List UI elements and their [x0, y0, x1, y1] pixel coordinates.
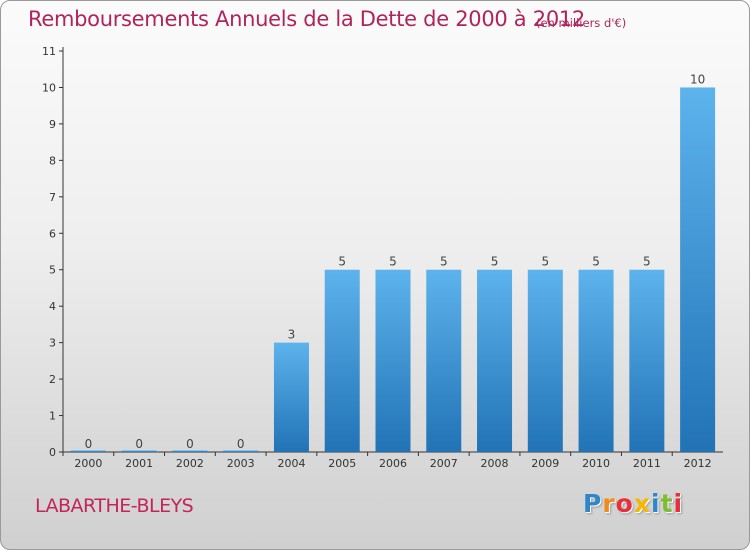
y-tick-label: 3: [49, 337, 56, 350]
bar: [426, 269, 462, 452]
x-tick-label: 2001: [125, 457, 153, 470]
x-tick-label: 2007: [430, 457, 458, 470]
bar: [629, 269, 665, 452]
logo-letter: i: [673, 489, 684, 518]
y-tick-label: 11: [42, 45, 56, 58]
bar: [375, 269, 411, 452]
data-label: 5: [643, 255, 651, 269]
bar: [223, 450, 259, 452]
commune-name: LABARTHE-BLEYS: [35, 495, 194, 517]
y-tick-label: 6: [49, 227, 56, 240]
bars: [70, 87, 716, 453]
x-tick-label: 2003: [227, 457, 255, 470]
bar: [121, 450, 157, 452]
data-label: 0: [237, 437, 245, 451]
bar: [172, 450, 208, 452]
y-tick-label: 4: [49, 300, 56, 313]
y-tick-label: 9: [49, 118, 56, 131]
bar: [578, 269, 614, 452]
proxiti-logo: Proxiti: [583, 489, 683, 518]
data-label: 5: [541, 255, 549, 269]
data-label: 0: [135, 437, 143, 451]
bar: [324, 269, 360, 452]
chart-title: Remboursements Annuels de la Dette de 20…: [28, 7, 585, 31]
bar: [527, 269, 563, 452]
data-label: 10: [690, 72, 705, 86]
logo-letter: r: [602, 489, 616, 518]
data-label: 5: [338, 255, 346, 269]
y-tick-label: 8: [49, 154, 56, 167]
data-label: 5: [592, 255, 600, 269]
x-tick-label: 2005: [328, 457, 356, 470]
x-tick-label: 2012: [684, 457, 712, 470]
logo-letter: i: [651, 489, 661, 518]
bar-labels: 0 0 0 0 3 5 5 5 5 5 5 5 10: [85, 72, 706, 451]
y-tick-label: 1: [49, 410, 56, 423]
data-label: 5: [389, 255, 397, 269]
x-tick-label: 2010: [582, 457, 610, 470]
x-tick-label: 2000: [74, 457, 102, 470]
logo-letter: x: [633, 489, 651, 518]
data-label: 0: [85, 437, 93, 451]
x-tick-label: 2002: [176, 457, 204, 470]
x-tick-label: 2011: [633, 457, 661, 470]
bar: [477, 269, 513, 452]
data-label: 3: [288, 328, 296, 342]
bar: [680, 87, 716, 453]
data-label: 5: [491, 255, 499, 269]
y-tick-label: 10: [42, 81, 56, 94]
axes: 0 1 2 3 4 5 6 7 8 9 10 11 2000 2001 2002 2003 2004 2005 20…: [42, 45, 723, 470]
data-label: 5: [440, 255, 448, 269]
y-tick-label: 5: [49, 264, 56, 277]
y-tick-label: 2: [49, 373, 56, 386]
logo-letter: P: [583, 489, 603, 518]
x-tick-label: 2008: [481, 457, 509, 470]
x-tick-label: 2004: [277, 457, 305, 470]
logo-letter: t: [660, 489, 674, 518]
y-tick-label: 0: [49, 446, 56, 459]
x-tick-label: 2009: [531, 457, 559, 470]
data-label: 0: [186, 437, 194, 451]
x-tick-label: 2006: [379, 457, 407, 470]
y-tick-label: 7: [49, 191, 56, 204]
unit-label: (en milliers d'€): [536, 16, 627, 30]
logo-letter: o: [615, 489, 634, 518]
bar: [70, 450, 106, 452]
bar: [273, 342, 309, 452]
